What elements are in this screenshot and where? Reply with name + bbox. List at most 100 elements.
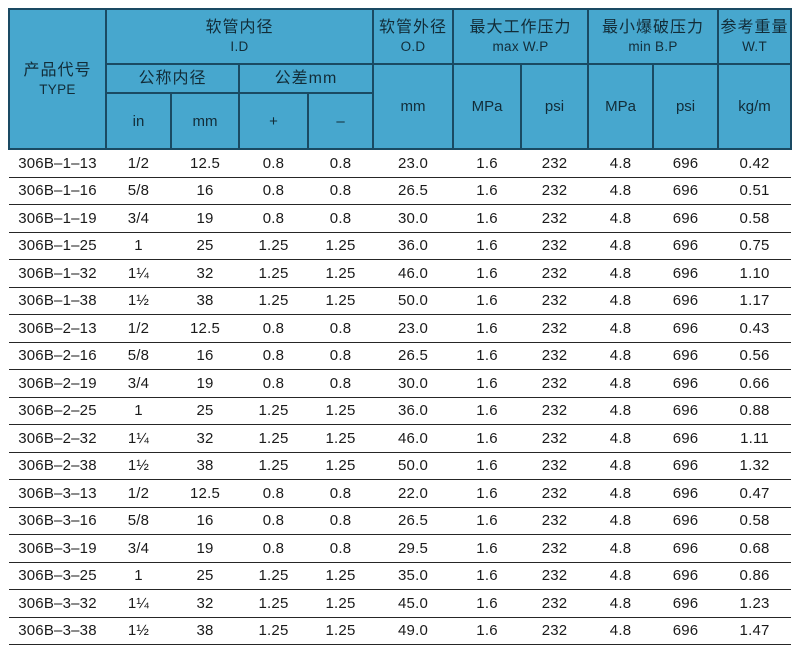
table-row: 306B–3–13 1/2 12.5 0.8 0.8 22.0 1.6 232 4.8 696 0.…: [9, 479, 792, 508]
cell-plus: 0.8: [239, 369, 308, 398]
cell-wp_mpa: 1.6: [453, 204, 522, 233]
cell-minus: 1.25: [308, 232, 374, 260]
cell-bp_psi: 696: [653, 204, 719, 233]
cell-minus: 0.8: [308, 342, 374, 370]
header-nominal-id: 公称内径: [105, 63, 240, 94]
header-min-bp-zh: 最小爆破压力: [602, 19, 705, 36]
cell-minus: 1.25: [308, 562, 374, 590]
header-max-wp-zh: 最大工作压力: [469, 19, 572, 36]
cell-mm: 16: [171, 507, 239, 535]
cell-wp_psi: 232: [521, 424, 589, 453]
table-row: 306B–2–13 1/2 12.5 0.8 0.8 23.0 1.6 232 4.8 696 0.…: [9, 314, 792, 343]
cell-mm: 32: [171, 589, 239, 618]
cell-plus: 1.25: [239, 617, 308, 645]
cell-wt: 0.86: [718, 562, 792, 590]
table-row: 306B–1–16 5/8 16 0.8 0.8 26.5 1.6 232 4.8 696 0.51: [9, 177, 792, 205]
cell-wp_psi: 232: [521, 562, 589, 590]
cell-in: 1½: [106, 452, 171, 480]
cell-bp_psi: 696: [653, 232, 719, 260]
table-row: 306B–1–13 1/2 12.5 0.8 0.8 23.0 1.6 232 4.8 696 0.…: [9, 149, 792, 178]
cell-minus: 1.25: [308, 617, 374, 645]
cell-wp_psi: 232: [521, 177, 589, 205]
cell-bp_psi: 696: [653, 342, 719, 370]
cell-type: 306B–1–32: [9, 259, 106, 288]
header-product-type: 产品代号 TYPE: [8, 8, 107, 150]
table-body: 306B–1–13 1/2 12.5 0.8 0.8 23.0 1.6 232 4.8 696 0.…: [9, 149, 792, 645]
cell-type: 306B–1–19: [9, 204, 106, 233]
cell-plus: 0.8: [239, 149, 308, 178]
header-od-zh: 软管外径: [379, 19, 448, 36]
cell-bp_psi: 696: [653, 369, 719, 398]
cell-wp_psi: 232: [521, 617, 589, 645]
cell-wt: 0.56: [718, 342, 792, 370]
cell-minus: 0.8: [308, 314, 374, 343]
cell-wp_mpa: 1.6: [453, 314, 522, 343]
cell-plus: 1.25: [239, 562, 308, 590]
table-row: 306B–2–25 1 25 1.25 1.25 36.0 1.6 232 4.8 696 0.88: [9, 397, 792, 425]
cell-wp_mpa: 1.6: [453, 397, 522, 425]
cell-wt: 0.75: [718, 232, 792, 260]
cell-bp_mpa: 4.8: [588, 177, 654, 205]
cell-minus: 1.25: [308, 452, 374, 480]
cell-minus: 0.8: [308, 177, 374, 205]
cell-in: 1¼: [106, 259, 171, 288]
cell-od: 45.0: [373, 589, 454, 618]
cell-bp_psi: 696: [653, 424, 719, 453]
cell-type: 306B–2–38: [9, 452, 106, 480]
cell-mm: 19: [171, 534, 239, 563]
cell-bp_psi: 696: [653, 562, 719, 590]
cell-type: 306B–1–38: [9, 287, 106, 315]
cell-minus: 0.8: [308, 507, 374, 535]
cell-plus: 0.8: [239, 507, 308, 535]
cell-type: 306B–2–19: [9, 369, 106, 398]
cell-plus: 0.8: [239, 479, 308, 508]
cell-od: 23.0: [373, 314, 454, 343]
header-bp-unit-psi: psi: [652, 63, 720, 150]
cell-plus: 1.25: [239, 259, 308, 288]
cell-mm: 12.5: [171, 479, 239, 508]
table-row: 306B–1–38 1½ 38 1.25 1.25 50.0 1.6 232 4.8 696 1.1…: [9, 287, 792, 315]
cell-in: 3/4: [106, 369, 171, 398]
cell-in: 1½: [106, 287, 171, 315]
header-weight-group: 参考重量 W.T: [717, 8, 793, 65]
cell-wp_psi: 232: [521, 452, 589, 480]
cell-wp_mpa: 1.6: [453, 507, 522, 535]
cell-in: 1/2: [106, 149, 171, 178]
cell-wp_psi: 232: [521, 397, 589, 425]
header-unit-in: in: [105, 92, 172, 150]
cell-wp_mpa: 1.6: [453, 342, 522, 370]
cell-plus: 1.25: [239, 424, 308, 453]
cell-od: 36.0: [373, 397, 454, 425]
cell-bp_psi: 696: [653, 287, 719, 315]
cell-bp_mpa: 4.8: [588, 424, 654, 453]
cell-plus: 1.25: [239, 452, 308, 480]
cell-bp_mpa: 4.8: [588, 589, 654, 618]
hose-spec-table: 产品代号 TYPE 软管内径 I.D 软管外径 O.D 最大工作压力 max W…: [8, 8, 793, 645]
header-tolerance: 公差mm: [237, 63, 375, 94]
cell-type: 306B–3–25: [9, 562, 106, 590]
header-wp-unit-psi: psi: [520, 63, 590, 150]
cell-bp_mpa: 4.8: [588, 259, 654, 288]
cell-minus: 0.8: [308, 534, 374, 563]
cell-type: 306B–1–13: [9, 149, 106, 178]
cell-bp_psi: 696: [653, 314, 719, 343]
cell-od: 46.0: [373, 259, 454, 288]
cell-plus: 0.8: [239, 314, 308, 343]
cell-wp_psi: 232: [521, 314, 589, 343]
cell-od: 35.0: [373, 562, 454, 590]
cell-in: 1: [106, 397, 171, 425]
cell-type: 306B–2–25: [9, 397, 106, 425]
cell-bp_mpa: 4.8: [588, 479, 654, 508]
cell-bp_psi: 696: [653, 259, 719, 288]
header-od-group: 软管外径 O.D: [372, 8, 455, 65]
cell-type: 306B–2–32: [9, 424, 106, 453]
cell-in: 5/8: [106, 177, 171, 205]
cell-wp_mpa: 1.6: [453, 259, 522, 288]
cell-wt: 0.42: [718, 149, 792, 178]
cell-plus: 0.8: [239, 204, 308, 233]
header-od-unit-mm: mm: [372, 63, 455, 150]
header-od-en: O.D: [400, 39, 426, 54]
cell-wp_psi: 232: [521, 232, 589, 260]
cell-bp_psi: 696: [653, 397, 719, 425]
cell-bp_mpa: 4.8: [588, 287, 654, 315]
